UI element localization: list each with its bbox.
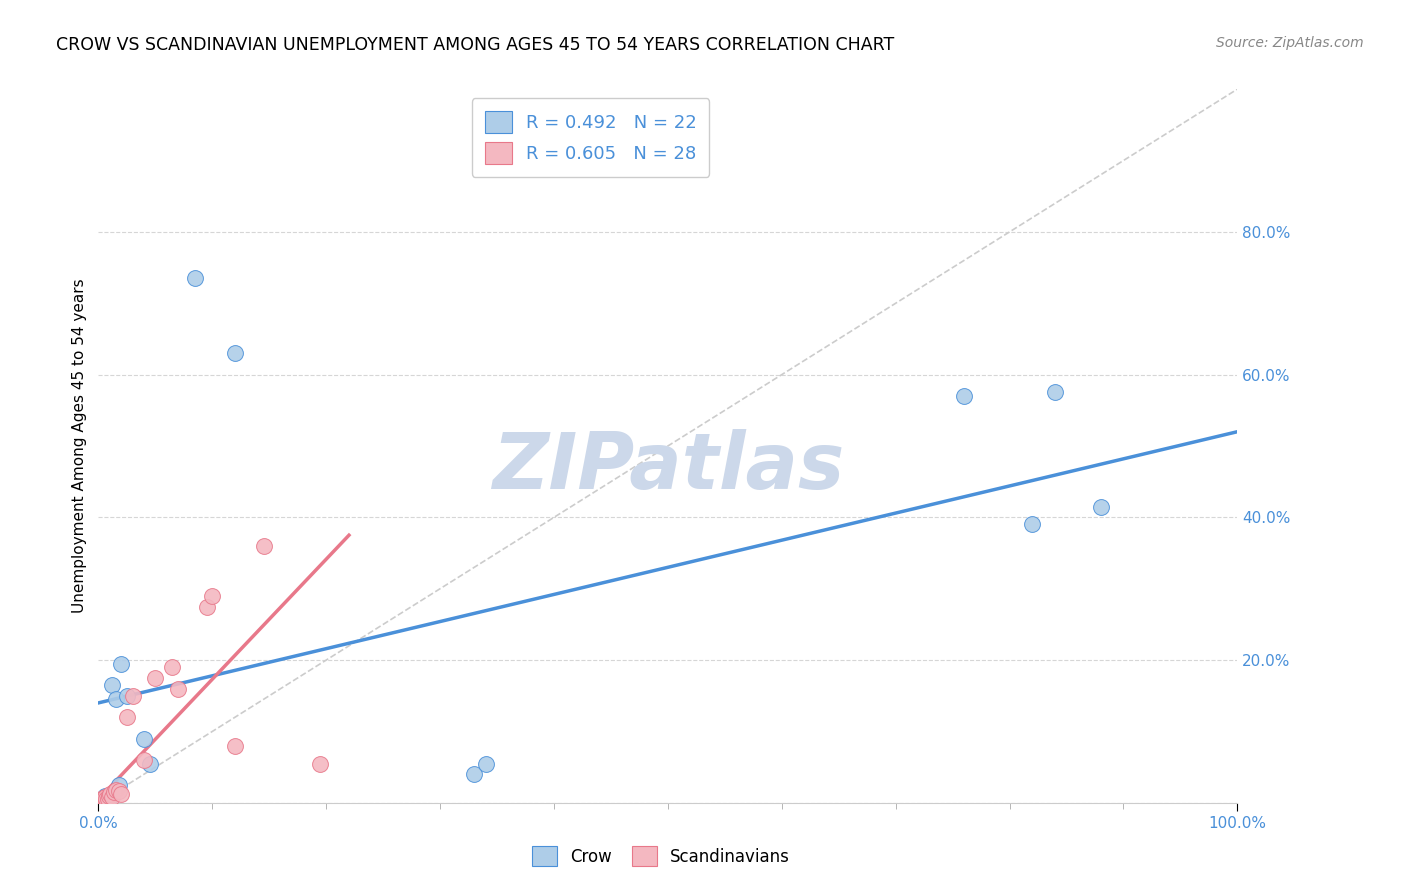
- Point: [96, 792, 118, 806]
- Point: [145, 671, 167, 685]
- Point: [94, 793, 117, 807]
- Text: Source: ZipAtlas.com: Source: ZipAtlas.com: [1216, 36, 1364, 50]
- Point: [121, 689, 143, 703]
- Point: [98, 790, 121, 805]
- Point: [93, 793, 115, 807]
- Point: [96, 791, 118, 805]
- Point: [91, 791, 114, 805]
- Point: [90, 793, 112, 807]
- Point: [195, 599, 218, 614]
- Point: [104, 783, 127, 797]
- Point: [101, 678, 124, 692]
- Point: [108, 784, 131, 798]
- Point: [91, 790, 114, 805]
- Y-axis label: Unemployment Among Ages 45 to 54 years: Unemployment Among Ages 45 to 54 years: [72, 278, 87, 614]
- Point: [90, 794, 112, 808]
- Point: [97, 789, 120, 804]
- Point: [162, 660, 184, 674]
- Point: [94, 790, 117, 805]
- Point: [309, 756, 332, 771]
- Text: ZIPatlas: ZIPatlas: [492, 429, 844, 506]
- Point: [1043, 385, 1066, 400]
- Point: [167, 681, 190, 696]
- Legend: R = 0.492   N = 22, R = 0.605   N = 28: R = 0.492 N = 22, R = 0.605 N = 28: [472, 98, 710, 177]
- Point: [110, 787, 132, 801]
- Point: [91, 794, 114, 808]
- Point: [184, 271, 207, 285]
- Point: [252, 539, 274, 553]
- Point: [103, 785, 125, 799]
- Point: [90, 793, 112, 807]
- Point: [474, 756, 496, 771]
- Point: [90, 792, 112, 806]
- Point: [1021, 517, 1043, 532]
- Point: [953, 389, 976, 403]
- Point: [93, 790, 115, 805]
- Point: [96, 790, 118, 805]
- Point: [108, 778, 131, 792]
- Point: [115, 710, 138, 724]
- Point: [90, 791, 112, 805]
- Legend: Crow, Scandinavians: Crow, Scandinavians: [523, 838, 799, 875]
- Point: [1090, 500, 1112, 514]
- Point: [93, 792, 115, 806]
- Point: [97, 789, 120, 803]
- Point: [138, 756, 160, 771]
- Point: [463, 767, 485, 781]
- Point: [201, 589, 224, 603]
- Point: [101, 790, 124, 805]
- Text: CROW VS SCANDINAVIAN UNEMPLOYMENT AMONG AGES 45 TO 54 YEARS CORRELATION CHART: CROW VS SCANDINAVIAN UNEMPLOYMENT AMONG …: [56, 36, 894, 54]
- Point: [96, 793, 118, 807]
- Point: [224, 739, 246, 753]
- Point: [98, 787, 121, 801]
- Point: [132, 753, 155, 767]
- Point: [91, 794, 114, 808]
- Point: [94, 789, 117, 804]
- Point: [104, 692, 127, 706]
- Point: [94, 792, 117, 806]
- Point: [115, 689, 138, 703]
- Point: [132, 731, 155, 746]
- Point: [224, 346, 246, 360]
- Point: [110, 657, 132, 671]
